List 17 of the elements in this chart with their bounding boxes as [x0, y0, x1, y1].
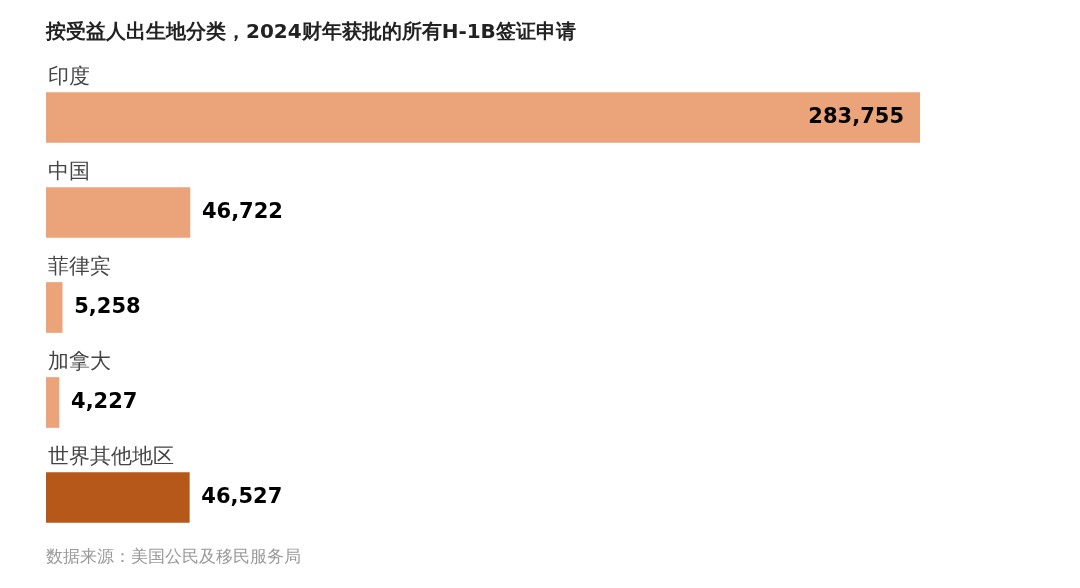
y-tick-label: 中国	[48, 159, 90, 184]
bar	[46, 187, 191, 238]
y-tick-label: 菲律宾	[48, 254, 111, 279]
bar	[46, 377, 60, 428]
data-label: 46,527	[201, 483, 283, 508]
bar	[46, 92, 920, 143]
chart-title: 按受益人出生地分类，2024财年获批的所有H-1B签证申请	[46, 18, 576, 45]
data-label: 4,227	[71, 388, 138, 413]
bar	[46, 282, 63, 333]
data-label: 5,258	[74, 293, 141, 318]
y-tick-label: 加拿大	[48, 349, 111, 374]
y-tick-label: 印度	[48, 64, 90, 89]
bar	[46, 472, 190, 523]
data-label: 283,755	[808, 103, 904, 128]
y-tick-label: 世界其他地区	[48, 444, 174, 469]
source-note: 数据来源：美国公民及移民服务局	[46, 545, 301, 568]
data-label: 46,722	[201, 198, 283, 223]
